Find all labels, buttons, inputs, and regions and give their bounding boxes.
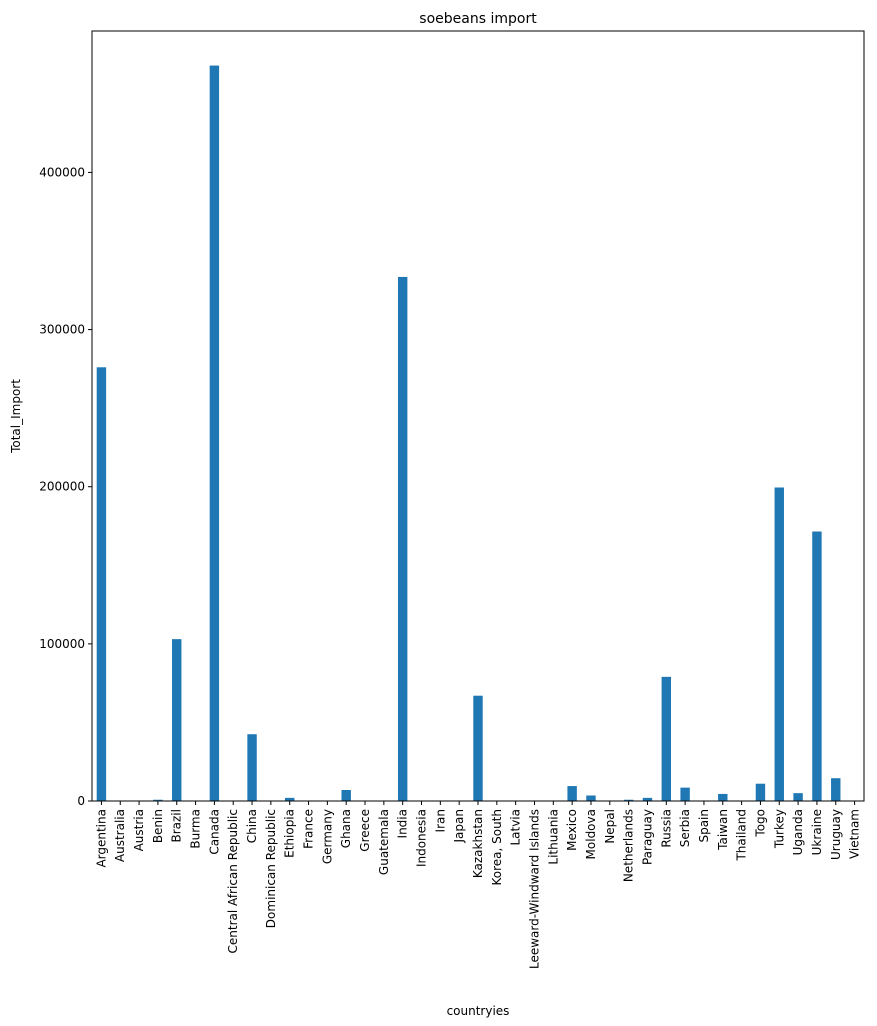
x-tick-label: Serbia bbox=[678, 809, 692, 847]
x-tick-label: Russia bbox=[659, 809, 673, 848]
chart-title: soebeans import bbox=[419, 11, 537, 27]
bar-taiwan bbox=[718, 793, 728, 801]
bar-benin bbox=[153, 799, 163, 801]
x-tick-label: Vietnam bbox=[848, 809, 862, 859]
y-tick-label: 100000 bbox=[39, 637, 85, 651]
bar-uruguay bbox=[831, 778, 841, 801]
bar-ethiopia bbox=[285, 797, 295, 801]
y-axis-ticks: 0 100000 200000 300000 400000 bbox=[39, 165, 92, 808]
plot-frame bbox=[91, 30, 865, 802]
x-tick-label: Guatemala bbox=[377, 809, 391, 875]
x-tick-label: Uruguay bbox=[829, 809, 843, 860]
x-tick-label: Japan bbox=[452, 809, 466, 843]
bar-canada bbox=[209, 65, 220, 802]
y-tick-label: 200000 bbox=[39, 480, 85, 494]
x-tick-label: Benin bbox=[151, 809, 165, 843]
x-tick-label: Argentina bbox=[94, 809, 108, 868]
bar-uganda bbox=[793, 793, 803, 801]
y-tick-label: 0 bbox=[77, 794, 85, 808]
x-tick-label: Thailand bbox=[735, 809, 749, 862]
bar-serbia bbox=[680, 787, 690, 801]
x-tick-label: Togo bbox=[753, 809, 767, 838]
x-axis-ticks: Argentina Australia Austria Benin Brazil Burm… bbox=[94, 801, 862, 969]
bar-togo bbox=[755, 783, 766, 801]
bar-ukraine bbox=[812, 531, 822, 801]
bar-ghana bbox=[341, 790, 351, 801]
x-tick-label: China bbox=[245, 809, 259, 843]
x-tick-label: Leeward-Windward Islands bbox=[527, 809, 541, 969]
bar-argentina bbox=[96, 367, 107, 801]
x-tick-label: Netherlands bbox=[622, 809, 636, 882]
x-tick-label: Kazakhstan bbox=[471, 809, 485, 878]
y-tick-label: 300000 bbox=[39, 323, 85, 337]
x-tick-label: Uganda bbox=[791, 809, 805, 855]
bar-netherlands bbox=[623, 799, 634, 801]
x-tick-label: Burma bbox=[189, 809, 203, 849]
x-tick-label: Greece bbox=[358, 809, 372, 852]
x-tick-label: Australia bbox=[113, 809, 127, 862]
x-tick-label: Nepal bbox=[603, 809, 617, 844]
x-axis-label: countryies bbox=[447, 1004, 510, 1018]
x-tick-label: Moldova bbox=[584, 809, 598, 859]
bar-turkey bbox=[774, 487, 784, 801]
bar-brazil bbox=[172, 639, 182, 801]
x-tick-label: Ethiopia bbox=[283, 809, 297, 858]
y-tick-label: 400000 bbox=[39, 165, 85, 179]
x-tick-label: Taiwan bbox=[716, 809, 730, 851]
x-tick-label: Spain bbox=[697, 809, 711, 843]
x-tick-label: Indonesia bbox=[415, 809, 429, 867]
x-tick-label: Latvia bbox=[509, 809, 523, 846]
x-tick-label: France bbox=[302, 809, 316, 849]
bar-moldova bbox=[586, 795, 596, 801]
x-tick-label: Korea, South bbox=[490, 809, 504, 886]
x-tick-label: Central African Republic bbox=[226, 809, 240, 953]
x-tick-label: Austria bbox=[132, 809, 146, 851]
x-tick-label: Mexico bbox=[565, 809, 579, 851]
bar-china bbox=[247, 734, 257, 801]
bar-mexico bbox=[567, 786, 577, 801]
bar-kazakhstan bbox=[473, 695, 483, 801]
x-tick-label: Dominican Republic bbox=[264, 809, 278, 928]
bar-india bbox=[397, 276, 408, 801]
x-tick-label: Paraguay bbox=[640, 809, 654, 865]
bar-russia bbox=[661, 676, 671, 801]
x-tick-label: Lithuania bbox=[546, 809, 560, 865]
bars-group bbox=[96, 65, 841, 802]
bar-paraguay bbox=[642, 797, 653, 801]
x-tick-label: Ukraine bbox=[810, 809, 824, 855]
x-tick-label: India bbox=[396, 809, 410, 838]
x-tick-label: Iran bbox=[433, 809, 447, 832]
x-tick-label: Brazil bbox=[170, 809, 184, 843]
x-tick-label: Germany bbox=[320, 809, 334, 864]
y-axis-label: Total_Import bbox=[9, 379, 23, 454]
x-tick-label: Ghana bbox=[339, 809, 353, 848]
x-tick-label: Canada bbox=[207, 809, 221, 855]
x-tick-label: Turkey bbox=[772, 809, 786, 849]
